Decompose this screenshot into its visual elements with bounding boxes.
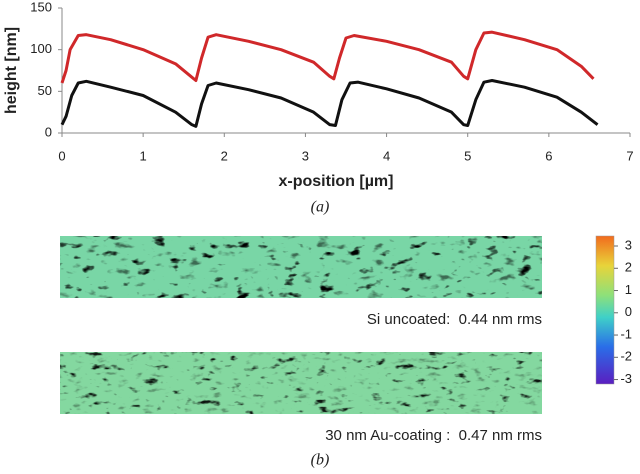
- x-tick-label: 4: [383, 148, 390, 163]
- y-tick-label: 100: [30, 41, 52, 56]
- colorbar-tick-label: 2: [625, 260, 632, 275]
- afm-image: [60, 236, 542, 298]
- colorbar-tick-label: -3: [620, 371, 632, 386]
- image-caption: 30 nm Au-coating : 0.47 nm rms: [325, 427, 542, 444]
- colorbar-tick-label: 3: [625, 237, 632, 252]
- colorbar: [595, 235, 615, 385]
- colorbar-tick-label: 0: [625, 304, 632, 319]
- x-tick-label: 6: [545, 148, 552, 163]
- image-caption: Si uncoated: 0.44 nm rms: [367, 311, 542, 328]
- colorbar-tick-label: -1: [620, 326, 632, 341]
- x-axis-title: x-position [µm]: [279, 173, 394, 190]
- panel-label: (a): [311, 199, 330, 216]
- x-tick-label: 2: [221, 148, 228, 163]
- colorbar-tick-label: -2: [620, 349, 632, 364]
- y-axis-title: height [nm]: [3, 27, 20, 114]
- data-line: [60, 30, 595, 84]
- x-tick-label: 7: [626, 148, 633, 163]
- x-tick-label: 1: [140, 148, 147, 163]
- afm-image: [60, 352, 542, 414]
- colorbar-tick-label: 1: [625, 282, 632, 297]
- x-tick-label: 3: [302, 148, 309, 163]
- y-tick-label: 0: [45, 124, 52, 139]
- y-tick-label: 50: [38, 83, 52, 98]
- y-tick-label: 150: [30, 0, 52, 14]
- data-line: [60, 79, 599, 128]
- panel-label: (b): [311, 452, 330, 469]
- x-tick-label: 5: [464, 148, 471, 163]
- x-tick-label: 0: [58, 148, 65, 163]
